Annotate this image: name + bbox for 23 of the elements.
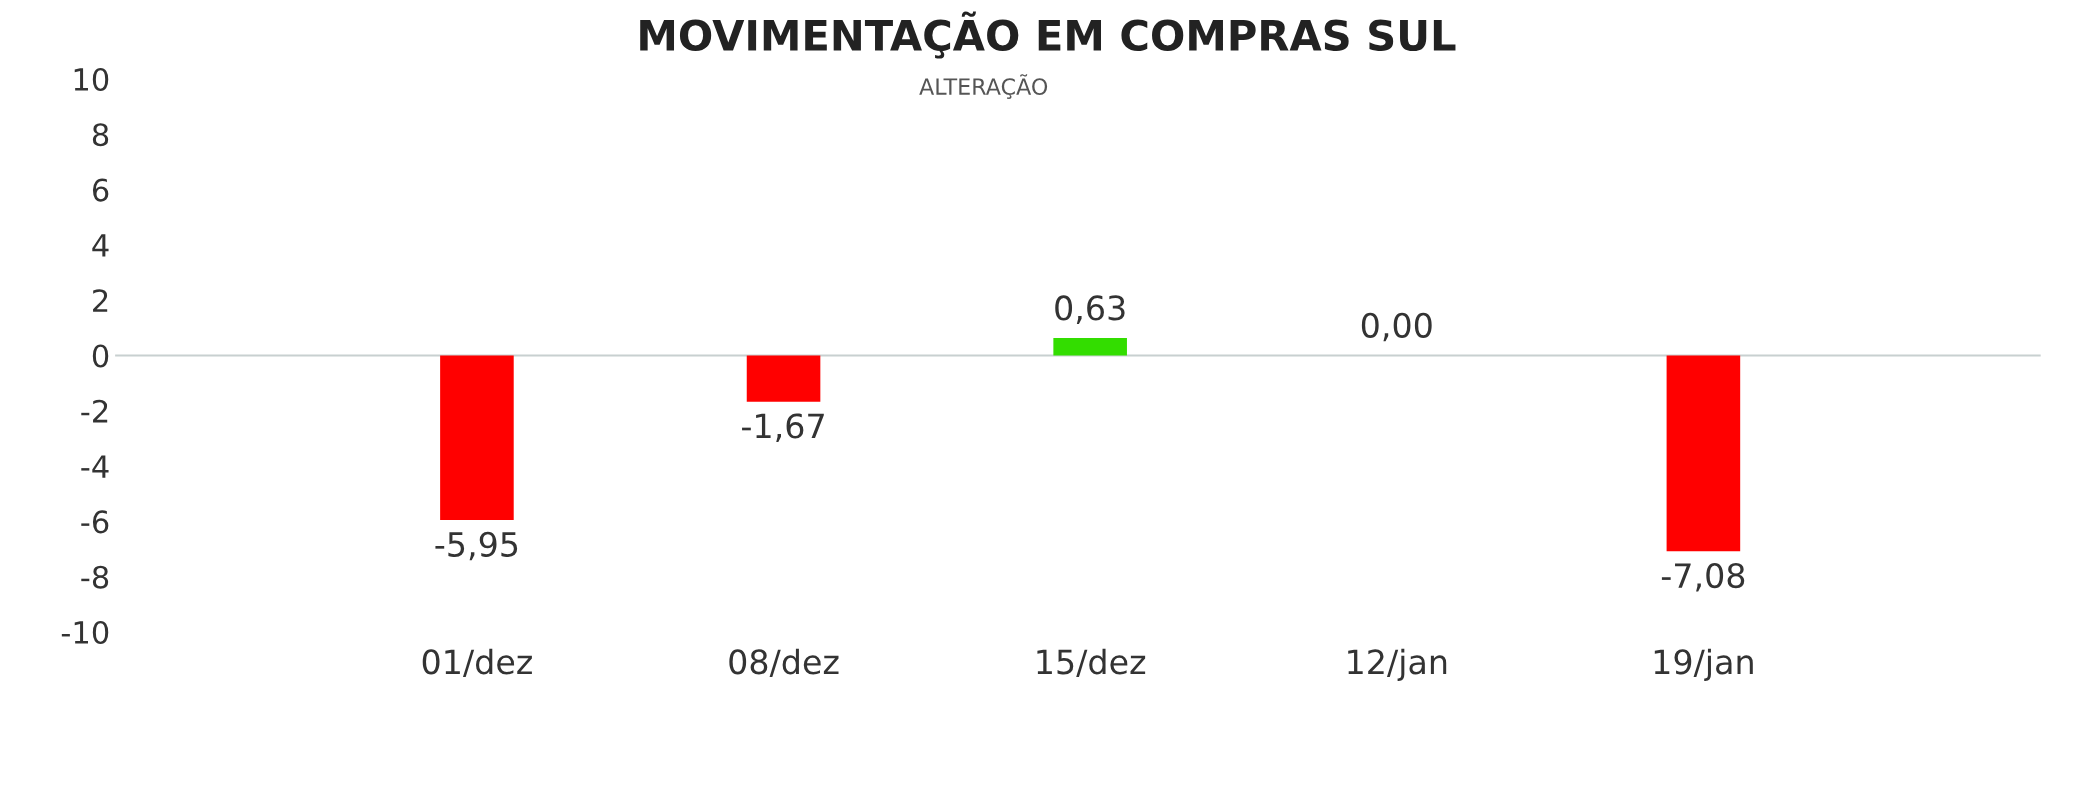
x-tick-label: 12/jan bbox=[1348, 648, 1447, 681]
y-tick-label: -4 bbox=[81, 455, 109, 478]
x-tick-label: 08/dez bbox=[729, 648, 839, 678]
data-label: 0,00 bbox=[1361, 312, 1432, 342]
y-tick-label: -2 bbox=[81, 399, 108, 423]
x-tick-label: 15/dez bbox=[1037, 648, 1146, 678]
y-tick-label: 0 bbox=[92, 344, 109, 368]
y-tick-label: 8 bbox=[92, 123, 109, 147]
data-label: -5,95 bbox=[435, 531, 518, 561]
x-tick-label: 01/dez bbox=[422, 648, 532, 678]
y-tick-label: -6 bbox=[81, 510, 109, 534]
chart-title: MOVIMENTAÇÃO EM COMPRAS SUL bbox=[640, 11, 1456, 59]
x-tick-label: 19/jan bbox=[1654, 648, 1753, 681]
data-label: -7,08 bbox=[1661, 562, 1745, 592]
data-label: 0,63 bbox=[1055, 295, 1125, 324]
y-tick-label: 2 bbox=[93, 289, 108, 312]
y-tick-label: -10 bbox=[61, 620, 109, 645]
y-tick-label: 6 bbox=[92, 178, 109, 202]
y-tick-label: 10 bbox=[74, 67, 109, 92]
y-tick-label: -8 bbox=[81, 565, 109, 589]
y-tick-label: 4 bbox=[92, 234, 109, 257]
chart-subtitle: ALTERAÇÃO bbox=[919, 74, 1048, 99]
data-label: -1,67 bbox=[742, 413, 824, 442]
